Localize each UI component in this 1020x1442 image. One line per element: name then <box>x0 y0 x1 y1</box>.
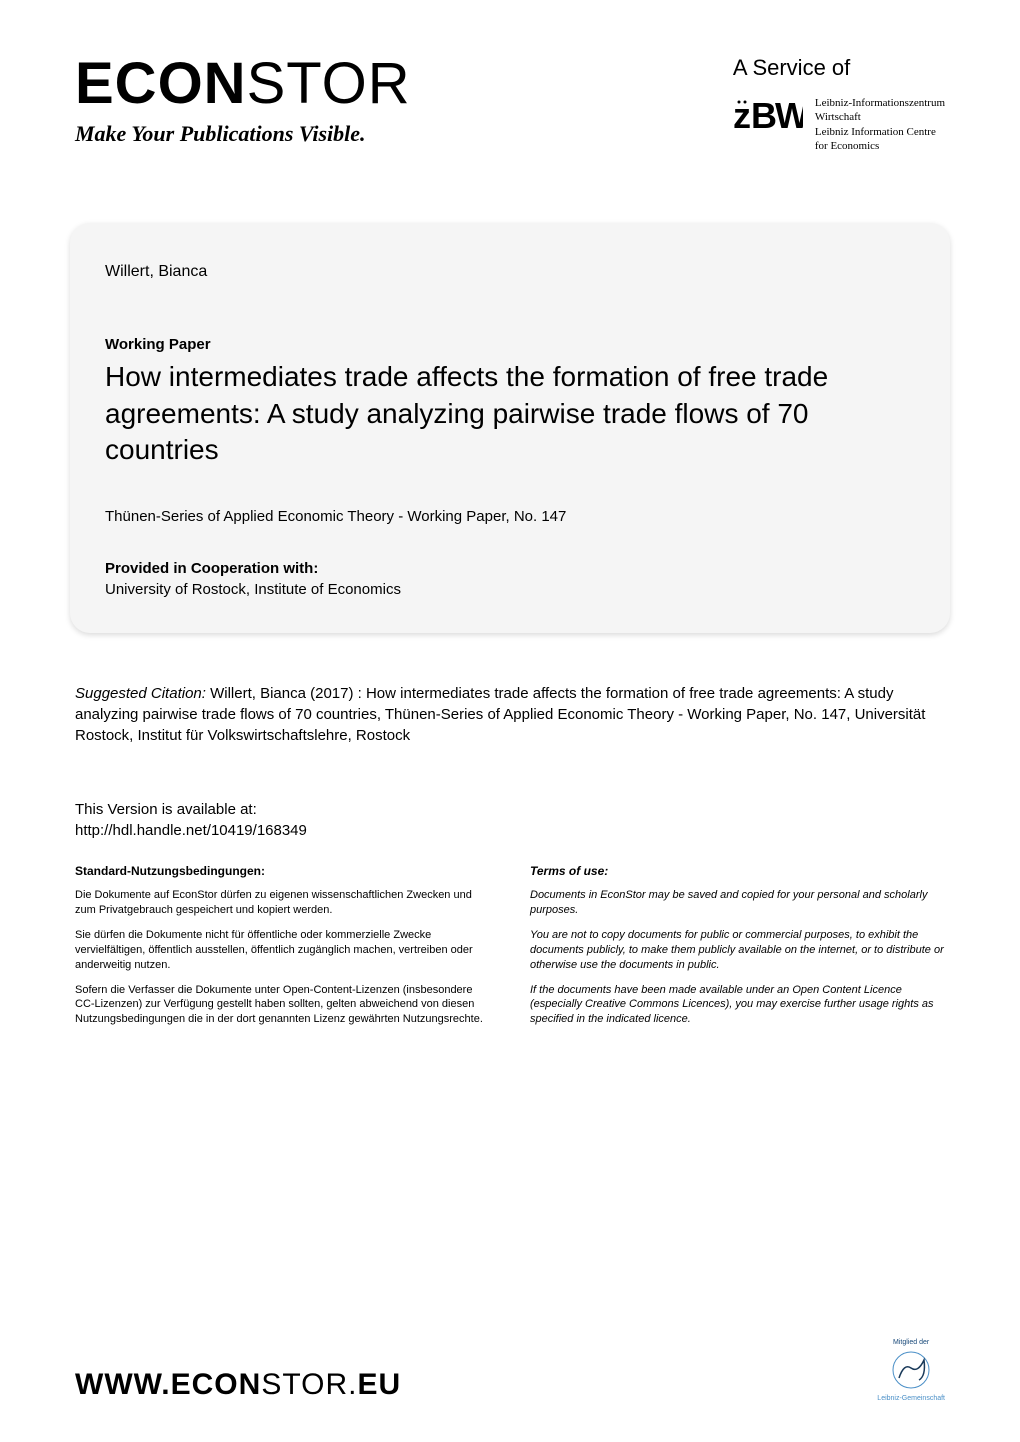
svg-text:W: W <box>775 96 803 136</box>
service-section: A Service of z B W Leibniz-Informationsz… <box>733 55 945 153</box>
main-card: Willert, Bianca Working Paper How interm… <box>70 223 950 633</box>
version-section: This Version is available at: http://hdl… <box>75 801 945 839</box>
logo-section: ECONSTOR Make Your Publications Visible. <box>75 55 411 153</box>
zbw-row: z B W Leibniz-Informationszentrum Wirtsc… <box>733 96 945 153</box>
terms-en-p3: If the documents have been made availabl… <box>530 983 945 1028</box>
cooperation-label: Provided in Cooperation with: <box>105 560 915 577</box>
leibniz-name: Leibniz-Gemeinschaft <box>877 1395 945 1402</box>
terms-de-p3: Sofern die Verfasser die Dokumente unter… <box>75 983 490 1028</box>
terms-de-p1: Die Dokumente auf EconStor dürfen zu eig… <box>75 888 490 918</box>
terms-de-p2: Sie dürfen die Dokumente nicht für öffen… <box>75 928 490 973</box>
version-url: http://hdl.handle.net/10419/168349 <box>75 822 945 839</box>
terms-en-p2: You are not to copy documents for public… <box>530 928 945 973</box>
zbw-line4: for Economics <box>815 139 945 153</box>
author: Willert, Bianca <box>105 263 915 281</box>
leibniz-icon <box>884 1348 939 1393</box>
terms-section: Standard-Nutzungsbedingungen: Die Dokume… <box>75 864 945 1037</box>
footer: WWW.ECONSTOR.EU Mitglied der Leibniz-Gem… <box>75 1339 945 1402</box>
econstor-logo: ECONSTOR <box>75 55 411 113</box>
header: ECONSTOR Make Your Publications Visible.… <box>0 0 1020 153</box>
footer-url: WWW.ECONSTOR.EU <box>75 1368 401 1402</box>
tagline: Make Your Publications Visible. <box>75 121 411 147</box>
terms-english: Terms of use: Documents in EconStor may … <box>530 864 945 1037</box>
leibniz-badge: Mitglied der Leibniz-Gemeinschaft <box>877 1339 945 1402</box>
zbw-text: Leibniz-Informationszentrum Wirtschaft L… <box>815 96 945 153</box>
zbw-line1: Leibniz-Informationszentrum <box>815 96 945 110</box>
svg-text:z: z <box>733 96 750 136</box>
terms-en-p1: Documents in EconStor may be saved and c… <box>530 888 945 918</box>
document-type: Working Paper <box>105 336 915 353</box>
svg-text:B: B <box>751 96 776 136</box>
terms-heading-de: Standard-Nutzungsbedingungen: <box>75 864 490 878</box>
citation: Suggested Citation: Willert, Bianca (201… <box>75 683 945 746</box>
terms-german: Standard-Nutzungsbedingungen: Die Dokume… <box>75 864 490 1037</box>
service-label: A Service of <box>733 55 945 81</box>
citation-section: Suggested Citation: Willert, Bianca (201… <box>75 683 945 746</box>
citation-label: Suggested Citation: <box>75 685 206 702</box>
terms-heading-en: Terms of use: <box>530 864 945 878</box>
version-label: This Version is available at: <box>75 801 945 818</box>
cooperation-text: University of Rostock, Institute of Econ… <box>105 581 915 598</box>
document-title: How intermediates trade affects the form… <box>105 359 915 468</box>
zbw-logo: z B W <box>733 96 803 143</box>
series: Thünen-Series of Applied Economic Theory… <box>105 508 915 525</box>
zbw-line2: Wirtschaft <box>815 110 945 124</box>
mitglied-label: Mitglied der <box>893 1339 929 1346</box>
zbw-line3: Leibniz Information Centre <box>815 125 945 139</box>
